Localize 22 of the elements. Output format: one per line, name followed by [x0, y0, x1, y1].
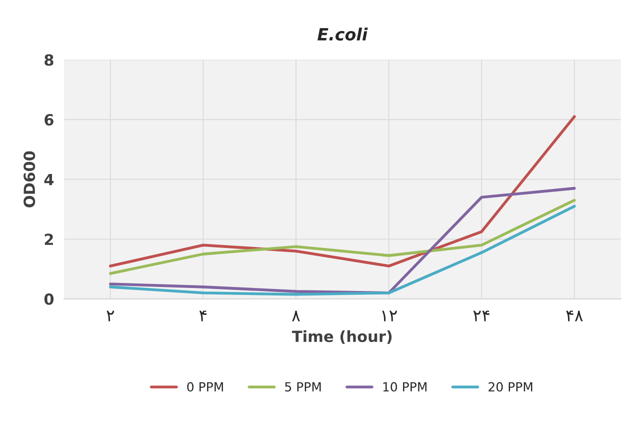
- chart-title: E.coli: [318, 28, 368, 41]
- x-tick-label: ۴: [199, 310, 207, 322]
- legend-label: 20 PPM: [488, 382, 532, 392]
- line-series: [109, 204, 576, 296]
- legend-label: 0 PPM: [187, 382, 223, 392]
- y-tick-label: 8: [44, 54, 54, 66]
- y-tick-label: 2: [44, 234, 53, 245]
- legend-label: 5 PPM: [285, 382, 321, 392]
- x-tick-label: ۸: [292, 310, 300, 322]
- y-axis-title: OD600: [24, 151, 36, 208]
- line-series: [109, 115, 576, 268]
- legend-label: 10 PPM: [383, 382, 426, 392]
- y-tick-label: 0: [44, 293, 54, 305]
- y-tick-label: 4: [44, 174, 54, 186]
- line-series: [109, 198, 576, 275]
- y-tick-label: 6: [44, 114, 54, 126]
- x-tick-label: ۱۲: [382, 310, 397, 322]
- line-series: [109, 186, 576, 294]
- x-tick-label: ۲۴: [473, 310, 490, 322]
- x-tick-label: ۲: [106, 310, 114, 322]
- x-axis-title: Time (hour): [292, 330, 392, 344]
- x-tick-label: ۴۸: [566, 310, 583, 322]
